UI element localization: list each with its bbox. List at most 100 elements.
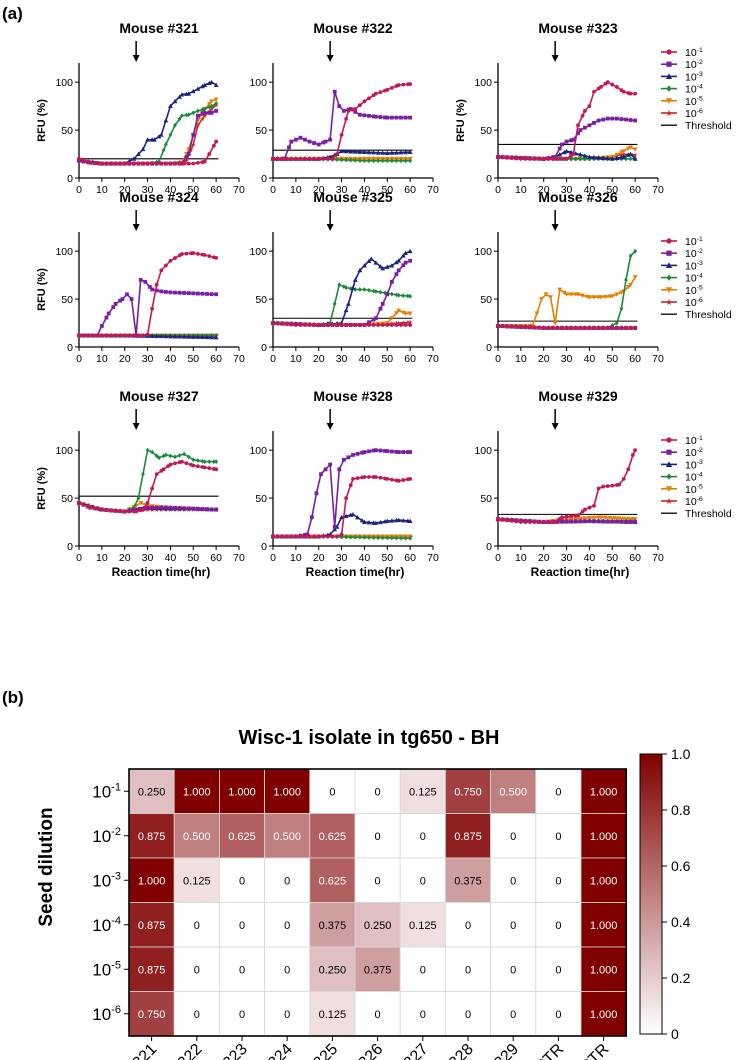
y-axis-label: RFU (%) — [36, 268, 48, 311]
data-point — [184, 158, 189, 164]
data-point — [607, 515, 613, 521]
x-tick-label: 70 — [652, 353, 664, 365]
column-label: #328 — [440, 1041, 477, 1060]
data-point — [367, 320, 371, 325]
data-point — [385, 323, 390, 327]
data-point — [275, 156, 280, 161]
data-point — [104, 333, 109, 338]
heatmap-cell-value: 0 — [420, 964, 426, 976]
heatmap-cell — [580, 902, 627, 948]
data-point — [287, 145, 291, 150]
line-chart: Mouse #324 0 10 20 30 40 50 60 70 0 50 100 RFU (%) — [36, 189, 245, 365]
legend-label-base: 10 — [685, 459, 697, 471]
data-point — [339, 132, 344, 137]
data-point — [403, 115, 408, 120]
legend-label-base: 10 — [685, 248, 697, 260]
data-point — [514, 519, 519, 524]
heatmap-cell — [128, 768, 175, 814]
data-point — [399, 323, 403, 327]
data-point — [341, 109, 346, 113]
data-point — [307, 139, 312, 144]
legend-label: 10-1 — [685, 236, 703, 248]
legend-marker — [665, 73, 673, 79]
data-point — [396, 292, 401, 298]
legend-marker — [665, 461, 673, 467]
legend-label-base: 10 — [685, 96, 697, 108]
data-point — [344, 534, 349, 540]
data-point — [367, 449, 371, 454]
colorbar-tick-label: 0 — [671, 1026, 679, 1042]
x-tick-label: 50 — [381, 552, 393, 564]
data-point — [319, 472, 323, 477]
legend-label-base: 10 — [685, 484, 697, 496]
data-point — [99, 324, 104, 328]
x-tick-label: 0 — [76, 184, 82, 196]
data-point — [145, 332, 150, 337]
data-point — [385, 158, 390, 164]
data-point — [346, 109, 351, 113]
data-point — [168, 103, 173, 109]
y-tick-label: 0 — [261, 541, 267, 553]
data-point — [191, 132, 196, 137]
data-point — [321, 534, 326, 539]
data-point — [143, 279, 148, 284]
data-point — [344, 496, 349, 500]
data-point — [209, 79, 214, 85]
data-point — [316, 534, 321, 539]
heatmap-cell — [218, 902, 265, 948]
data-point — [173, 256, 177, 260]
data-point — [500, 155, 505, 160]
heatmap-cell-value: 0.500 — [183, 831, 211, 843]
row-label-exp: -1 — [111, 781, 121, 793]
x-tick-label: 60 — [210, 552, 222, 564]
data-point — [394, 292, 399, 298]
data-point — [403, 535, 408, 541]
data-point — [158, 132, 164, 137]
data-point — [518, 156, 523, 161]
heatmap-cell — [128, 902, 175, 948]
data-point — [177, 290, 182, 295]
data-point — [200, 334, 205, 340]
arrow-icon — [326, 423, 334, 430]
y-tick-label: 0 — [67, 541, 73, 553]
data-point — [621, 477, 626, 481]
series-line — [78, 141, 217, 165]
legend-label-exp: -2 — [697, 248, 703, 255]
data-point — [289, 534, 294, 539]
data-point — [408, 535, 413, 541]
data-point — [610, 116, 615, 121]
data-point — [366, 149, 372, 155]
column-label: #329 — [485, 1041, 522, 1060]
data-point — [373, 475, 378, 479]
data-point — [173, 122, 177, 128]
data-point — [348, 157, 353, 163]
heatmap-cell-value: 0 — [510, 1009, 516, 1021]
data-point — [118, 509, 123, 514]
heatmap-cell-value: 0 — [239, 964, 245, 976]
data-point — [582, 125, 587, 130]
data-point — [394, 535, 399, 541]
data-point — [350, 511, 356, 517]
legend-label: 10-4 — [685, 83, 703, 95]
data-point — [628, 151, 633, 156]
data-point — [621, 154, 627, 159]
data-point — [131, 333, 136, 338]
data-point — [339, 157, 344, 163]
data-point — [394, 158, 399, 164]
data-point — [343, 307, 349, 313]
data-point — [564, 519, 569, 524]
data-point — [209, 507, 214, 512]
heatmap-cell — [173, 902, 220, 948]
data-point — [603, 294, 608, 300]
data-point — [628, 145, 633, 150]
data-point — [136, 151, 141, 156]
data-point — [95, 333, 100, 338]
heatmap-cell-value: 0 — [239, 875, 245, 887]
data-point — [214, 467, 219, 472]
data-point — [396, 450, 401, 454]
legend-label-exp: -3 — [697, 260, 703, 267]
legend-label-exp: -6 — [697, 496, 703, 503]
data-point — [202, 465, 207, 470]
data-point — [173, 454, 177, 460]
data-point — [380, 158, 385, 164]
